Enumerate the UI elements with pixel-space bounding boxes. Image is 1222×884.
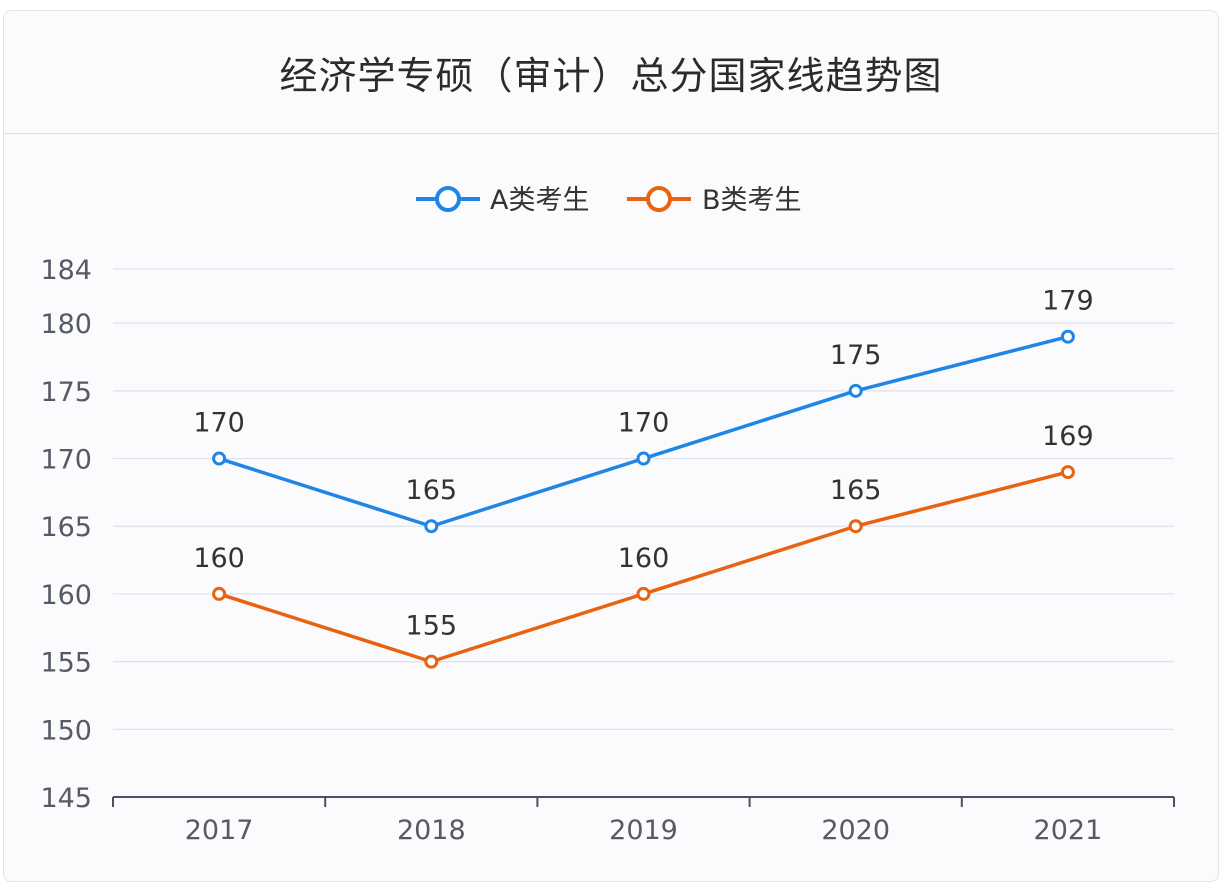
title-bar: 经济学专硕（审计）总分国家线趋势图 [4,11,1218,134]
x-tick-label: 2019 [609,815,678,846]
data-label: 179 [1042,286,1094,317]
y-tick-label: 165 [40,512,92,543]
data-point[interactable] [424,654,439,669]
data-point[interactable] [848,519,863,534]
data-point[interactable] [848,383,863,398]
axis-layer: 145 150 155 160 165 170 175 180 184 2017 2018 2019 2… [40,255,1175,846]
data-point[interactable] [212,451,227,466]
data-point[interactable] [1060,465,1075,480]
data-point[interactable] [1060,329,1075,344]
x-tick-label: 2021 [1034,815,1103,846]
data-label: 169 [1042,421,1094,452]
legend-label: A类考生 [490,185,589,216]
y-tick-label: 170 [40,445,92,476]
x-tick-label: 2020 [821,815,890,846]
data-label: 175 [830,340,882,371]
data-label: 165 [830,475,882,506]
y-tick-label: 145 [40,783,92,814]
data-label: 170 [618,408,670,439]
data-point[interactable] [212,586,227,601]
grid-layer [113,268,1174,730]
data-label: 155 [406,611,458,642]
x-tick-label: 2018 [397,815,466,846]
label-layer: 170 165 170 175 179 160 155 160 165 169 [193,286,1093,642]
data-point[interactable] [636,451,651,466]
data-point[interactable] [424,519,439,534]
y-tick-label: 175 [40,377,92,408]
y-tick-label: 160 [40,580,92,611]
data-label: 170 [193,408,245,439]
data-label: 165 [406,475,458,506]
legend-marker-icon [646,186,672,212]
y-tick-label: 150 [40,715,92,746]
data-label: 160 [618,543,670,574]
y-tick-label: 184 [40,255,92,286]
legend: A类考生 B类考生 [416,185,802,216]
data-label: 160 [193,543,245,574]
y-tick-label: 180 [40,309,92,340]
legend-marker-icon [435,186,461,212]
x-tick-label: 2017 [185,815,254,846]
legend-item-b[interactable]: B类考生 [627,185,802,216]
y-tick-label: 155 [40,648,92,679]
chart-title: 经济学专硕（审计）总分国家线趋势图 [279,53,943,98]
legend-label: B类考生 [702,185,802,216]
legend-item-a[interactable]: A类考生 [416,185,589,216]
series-layer [212,329,1075,669]
chart-card: 经济学专硕（审计）总分国家线趋势图 [3,10,1219,882]
data-point[interactable] [636,586,651,601]
